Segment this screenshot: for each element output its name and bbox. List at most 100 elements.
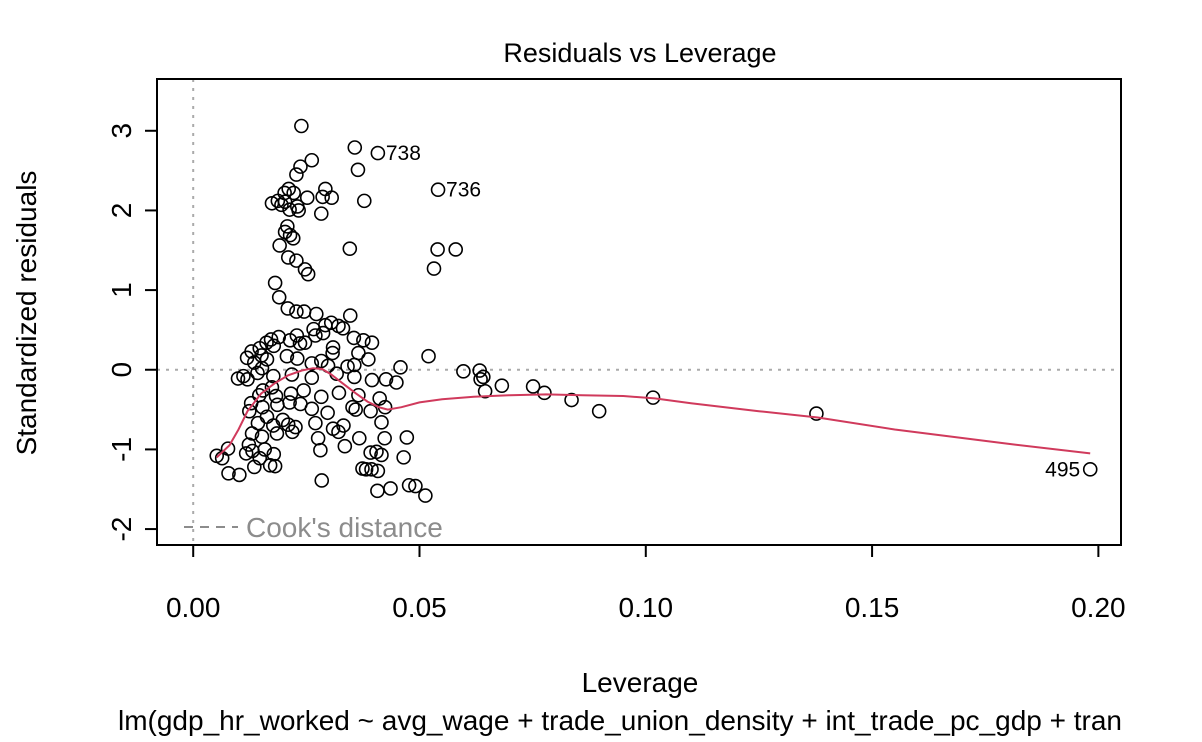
data-point — [289, 253, 304, 268]
data-point — [363, 445, 378, 460]
data-point — [280, 250, 296, 265]
point-labels: 738 736 495 — [386, 142, 1080, 481]
data-point — [314, 473, 330, 488]
x-tick-label: 0.20 — [1071, 592, 1126, 623]
legend-cooks-distance-label: Cook's distance — [246, 512, 443, 543]
data-point — [477, 383, 493, 399]
data-point — [537, 385, 552, 401]
data-point — [342, 241, 358, 256]
data-point — [280, 301, 296, 316]
data-point — [346, 330, 362, 346]
data-point — [564, 392, 579, 408]
data-point — [254, 360, 270, 376]
data-points — [209, 118, 1098, 503]
data-point — [340, 359, 355, 374]
data-point — [270, 397, 285, 413]
data-point — [318, 181, 333, 197]
data-point — [285, 231, 301, 246]
data-point — [220, 441, 236, 456]
data-point — [271, 289, 287, 305]
data-point — [421, 348, 436, 364]
data-point — [473, 372, 488, 387]
data-point — [374, 415, 389, 430]
data-point — [377, 430, 392, 446]
data-point — [494, 378, 510, 393]
data-point — [325, 345, 340, 361]
data-point — [364, 462, 379, 477]
data-point — [310, 430, 326, 446]
data-point — [306, 321, 321, 337]
data-point — [299, 190, 315, 205]
data-point — [351, 387, 366, 403]
data-point — [313, 442, 328, 458]
data-point — [348, 402, 363, 417]
y-tick-label: 3 — [106, 123, 137, 139]
data-point — [430, 182, 446, 198]
data-point — [296, 304, 312, 319]
data-point — [418, 488, 433, 503]
data-point — [259, 352, 275, 367]
x-axis-label: Leverage — [582, 667, 699, 698]
data-point — [448, 242, 464, 257]
data-point — [304, 370, 320, 386]
data-point — [255, 399, 270, 415]
y-tick-label: 2 — [106, 203, 137, 219]
data-point — [399, 430, 415, 445]
data-point — [266, 368, 281, 384]
data-point — [280, 417, 296, 433]
data-point — [525, 379, 541, 394]
data-point — [408, 478, 423, 494]
data-point — [230, 371, 246, 386]
data-point — [294, 118, 309, 134]
data-point — [221, 466, 236, 481]
point-label-495: 495 — [1045, 458, 1080, 481]
data-point — [356, 332, 371, 348]
data-point — [282, 395, 297, 410]
data-point — [342, 308, 358, 323]
data-point — [335, 321, 351, 336]
data-point — [264, 379, 280, 395]
data-point — [320, 405, 335, 421]
data-point — [289, 167, 304, 182]
data-point — [238, 446, 254, 461]
data-point — [285, 424, 300, 440]
data-point — [363, 403, 378, 419]
y-tick-label: -1 — [106, 437, 137, 462]
data-point — [393, 360, 408, 375]
data-point — [257, 442, 273, 457]
data-point — [304, 152, 320, 168]
data-point — [282, 332, 298, 348]
y-tick-label: 1 — [106, 282, 137, 298]
y-tick-label: -2 — [106, 517, 137, 542]
data-point — [286, 185, 301, 201]
data-point — [396, 450, 411, 465]
reference-lines — [157, 79, 1121, 545]
data-point — [284, 367, 300, 382]
data-point — [267, 275, 283, 291]
data-point — [324, 190, 339, 205]
data-point — [345, 399, 360, 415]
data-point — [364, 372, 380, 388]
data-point — [374, 447, 389, 463]
data-point — [308, 415, 323, 431]
data-point — [361, 352, 376, 367]
data-point — [252, 340, 268, 356]
x-axis: 0.00 0.05 0.10 0.15 0.20 — [166, 544, 1126, 623]
data-point — [292, 336, 308, 351]
data-point — [358, 462, 374, 477]
data-point — [315, 189, 330, 205]
smoother-line — [216, 367, 1091, 459]
data-point — [262, 458, 278, 473]
y-axis: -2 -1 0 1 2 3 — [106, 123, 158, 542]
data-point — [331, 424, 346, 440]
data-point — [239, 350, 255, 366]
data-point — [591, 403, 607, 419]
data-point — [378, 372, 394, 387]
data-point — [304, 401, 320, 417]
data-point — [293, 159, 308, 174]
data-point — [296, 383, 311, 398]
data-point — [401, 477, 417, 493]
data-point — [426, 261, 442, 276]
data-point — [456, 364, 471, 379]
